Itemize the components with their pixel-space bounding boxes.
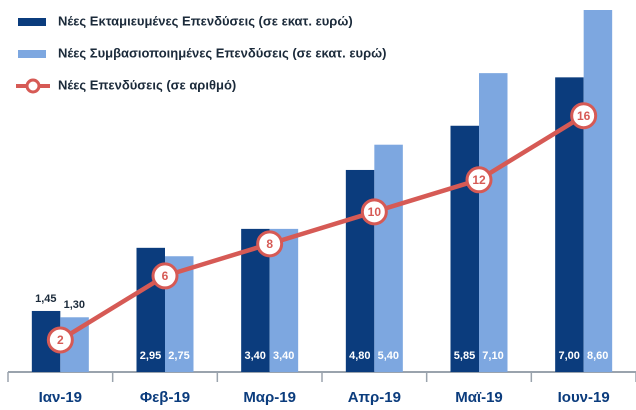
- value-label: 4,80: [349, 350, 370, 362]
- legend-label: Νέες Εκταμιευμένες Επενδύσεις (σε εκατ. …: [58, 13, 353, 28]
- legend-label: Νέες Επενδύσεις (σε αριθμό): [58, 77, 236, 92]
- line-marker: [151, 262, 179, 290]
- bar: [479, 73, 508, 373]
- line-marker: [570, 102, 598, 130]
- x-tick-label: Μαρ-19: [243, 389, 296, 406]
- value-label: 7,00: [558, 350, 579, 362]
- line-value-label: 10: [368, 205, 382, 219]
- value-label: 3,40: [273, 350, 294, 362]
- line: [59, 113, 585, 342]
- line-value-label: 2: [57, 333, 64, 347]
- line-value-label: 16: [577, 109, 591, 123]
- value-label: 5,40: [378, 350, 399, 362]
- legend-marker: [25, 78, 41, 94]
- value-label: 5,85: [454, 350, 475, 362]
- legend-label: Νέες Συμβασιοποιημένες Επενδύσεις (σε εκ…: [58, 45, 386, 60]
- x-tick-label: Φεβ-19: [140, 389, 190, 406]
- line-marker: [256, 230, 284, 258]
- value-label: 7,10: [482, 350, 503, 362]
- value-label: 1,45: [35, 293, 56, 305]
- bar: [374, 144, 403, 372]
- legend-swatch: [18, 18, 46, 26]
- x-tick-label: Απρ-19: [348, 389, 401, 406]
- bar: [583, 10, 613, 372]
- line-value-label: 12: [472, 173, 486, 187]
- line-marker: [465, 166, 493, 194]
- legend-swatch: [18, 50, 46, 58]
- line-value-label: 6: [162, 269, 169, 283]
- line-value-label: 8: [266, 237, 273, 251]
- value-label: 1,30: [64, 299, 85, 311]
- value-label: 3,40: [244, 350, 265, 362]
- value-label: 2,95: [140, 350, 161, 362]
- x-tick-label: Ιουν-19: [558, 389, 610, 406]
- value-label: 8,60: [587, 350, 608, 362]
- x-tick-label: Μαϊ-19: [455, 389, 503, 406]
- value-label: 2,75: [168, 350, 189, 362]
- line-marker: [360, 198, 388, 226]
- x-tick-label: Ιαν-19: [39, 389, 82, 406]
- line-marker: [46, 326, 74, 354]
- bar: [450, 125, 479, 372]
